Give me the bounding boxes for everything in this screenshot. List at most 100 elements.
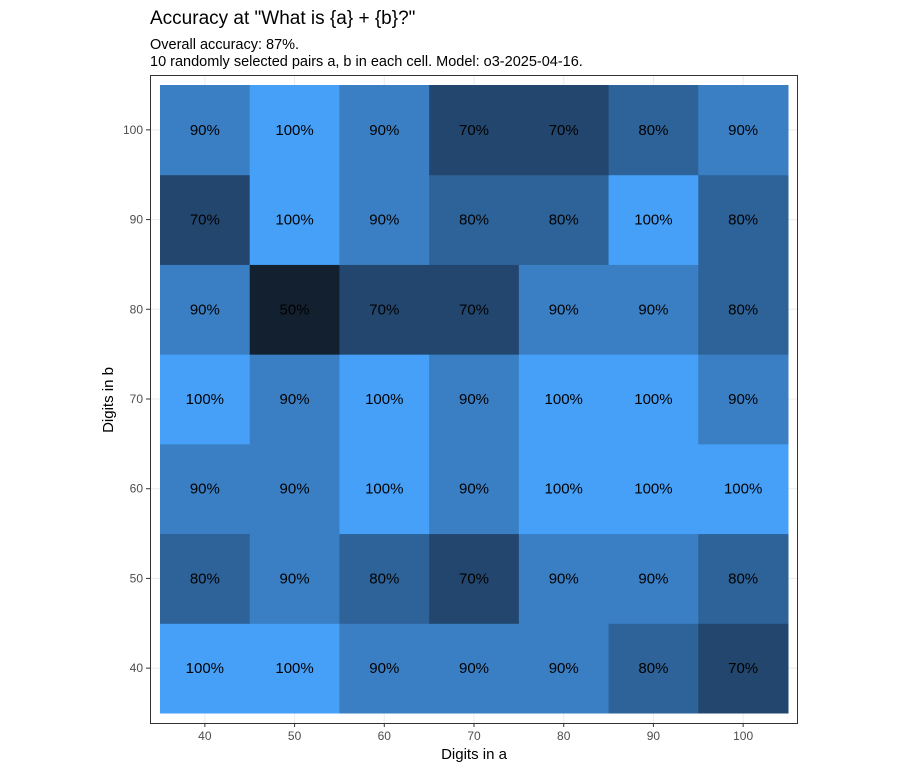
x-tick-label: 100 <box>733 729 753 743</box>
cell-value-label: 90% <box>459 481 489 498</box>
cell-value-label: 100% <box>634 391 672 408</box>
cell-value-label: 90% <box>369 122 399 139</box>
cell-value-label: 70% <box>728 660 758 677</box>
heatmap-cell <box>339 443 430 535</box>
cell-value-label: 70% <box>369 301 399 318</box>
heatmap-cell <box>608 85 699 176</box>
cell-value-label: 90% <box>549 660 579 677</box>
heatmap-cell <box>429 264 520 355</box>
cell-value-label: 100% <box>186 391 224 408</box>
x-axis: 40 50 60 70 80 90 100 <box>198 723 753 743</box>
chart-subtitle-line-2: 10 randomly selected pairs a, b in each … <box>150 54 583 70</box>
heatmap-cell <box>608 264 699 355</box>
heatmap-cell <box>608 533 699 624</box>
cell-value-label: 90% <box>728 122 758 139</box>
heatmap-cell <box>160 174 251 265</box>
x-tick-label: 60 <box>378 729 392 743</box>
heatmap-cell <box>698 264 789 355</box>
cell-value-label: 80% <box>728 212 758 229</box>
cell-value-label: 100% <box>365 481 403 498</box>
cell-value-label: 100% <box>545 481 583 498</box>
x-tick-label: 70 <box>467 729 481 743</box>
x-tick-label: 50 <box>288 729 302 743</box>
heatmap-cell <box>249 174 340 265</box>
heatmap-cell <box>249 354 340 445</box>
cell-value-label: 70% <box>190 212 220 229</box>
heatmap-cell <box>429 354 520 445</box>
cell-value-label: 90% <box>280 481 310 498</box>
heatmap-cell <box>339 623 430 714</box>
cell-value-label: 90% <box>190 122 220 139</box>
cell-value-label: 90% <box>638 301 668 318</box>
heatmap-cell <box>339 354 430 445</box>
heatmap-cell <box>518 443 610 535</box>
heatmap-cell <box>429 533 520 624</box>
heatmap-cell <box>698 533 789 624</box>
cell-value-label: 100% <box>275 212 313 229</box>
heatmap-cell <box>698 85 789 176</box>
heatmap-cell <box>518 85 610 176</box>
heatmap-cell <box>608 623 699 714</box>
heatmap-cell <box>518 264 610 355</box>
cell-value-label: 70% <box>459 301 489 318</box>
heatmap-cell <box>249 264 340 355</box>
cell-value-label: 80% <box>728 301 758 318</box>
cell-value-label: 90% <box>280 391 310 408</box>
heatmap-cell <box>608 174 699 265</box>
cell-value-label: 90% <box>549 301 579 318</box>
heatmap-cell <box>698 623 789 714</box>
cell-value-label: 100% <box>186 660 224 677</box>
cell-value-label: 90% <box>369 660 399 677</box>
heatmap-cell <box>429 85 520 176</box>
cell-value-label: 90% <box>280 570 310 587</box>
cell-value-label: 90% <box>369 212 399 229</box>
cell-value-label: 90% <box>190 301 220 318</box>
heatmap-cell <box>698 354 789 445</box>
y-tick-label: 40 <box>130 661 144 675</box>
heatmap-cell <box>518 623 610 714</box>
y-tick-label: 80 <box>130 302 144 316</box>
y-axis-title: Digits in b <box>100 367 117 433</box>
cell-value-label: 100% <box>365 391 403 408</box>
cell-value-label: 90% <box>728 391 758 408</box>
cell-value-label: 100% <box>545 391 583 408</box>
heatmap-cell <box>429 174 520 265</box>
cell-value-label: 80% <box>638 660 668 677</box>
heatmap-cell <box>160 443 251 535</box>
y-tick-label: 100 <box>123 123 143 137</box>
cell-value-label: 70% <box>549 122 579 139</box>
heatmap-cell <box>339 264 430 355</box>
heatmap-cell <box>160 354 251 445</box>
heatmap-tiles: 100% 100% 90% 90% 90% 80% 70% 80% 90% 80% 70% 90% 90… <box>160 85 789 714</box>
heatmap-cell <box>518 354 610 445</box>
cell-value-label: 80% <box>190 570 220 587</box>
cell-value-label: 80% <box>369 570 399 587</box>
y-tick-label: 70 <box>130 392 144 406</box>
chart-subtitle-line-1: Overall accuracy: 87%. <box>150 37 299 53</box>
x-tick-label: 80 <box>557 729 571 743</box>
cell-value-label: 70% <box>459 122 489 139</box>
heatmap-cell <box>518 174 610 265</box>
heatmap-cell <box>518 533 610 624</box>
cell-value-label: 90% <box>190 481 220 498</box>
y-axis: 40 50 60 70 80 90 100 <box>123 123 150 675</box>
chart-title: Accuracy at "What is {a} + {b}?" <box>150 8 415 29</box>
cell-value-label: 100% <box>275 122 313 139</box>
heatmap-cell <box>608 443 699 535</box>
heatmap-cell <box>160 264 251 355</box>
heatmap-cell <box>608 354 699 445</box>
cell-value-label: 100% <box>275 660 313 677</box>
cell-value-label: 70% <box>459 570 489 587</box>
heatmap-cell <box>698 174 789 265</box>
heatmap-cell <box>698 443 789 535</box>
heatmap-cell <box>249 85 340 176</box>
heatmap-cell <box>160 85 251 176</box>
heatmap-cell <box>339 533 430 624</box>
cell-value-label: 100% <box>634 481 672 498</box>
cell-value-label: 100% <box>724 481 762 498</box>
heatmap-cell <box>339 174 430 265</box>
heatmap-cell <box>249 443 340 535</box>
heatmap-cell <box>160 533 251 624</box>
heatmap-cell <box>160 623 251 714</box>
